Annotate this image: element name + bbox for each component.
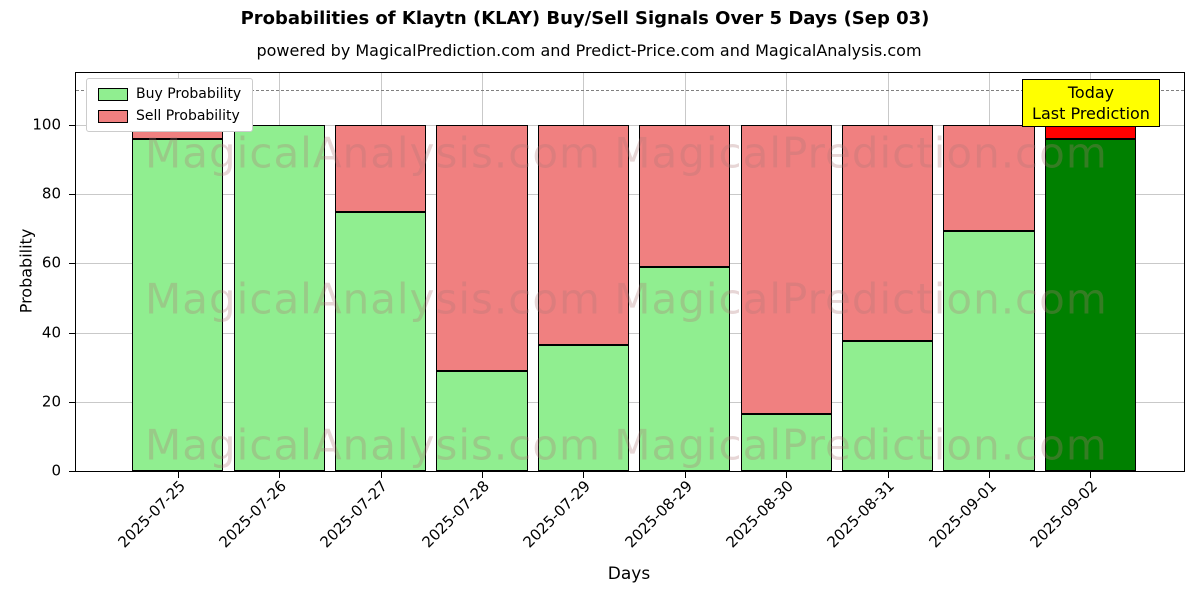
today-annotation: Today Last Prediction [1022, 79, 1160, 127]
dashed-guide-line [76, 90, 1184, 92]
legend-item-sell: Sell Probability [98, 108, 241, 124]
bar-buy-segment-today [1044, 138, 1137, 471]
y-gridline [76, 125, 1184, 126]
bar-sell-segment [436, 125, 528, 371]
today-annotation-line2: Last Prediction [1032, 104, 1150, 123]
bar-sell-segment [740, 125, 832, 414]
x-tick-label-text: 2025-07-29 [519, 477, 595, 552]
bar-buy-segment [639, 266, 731, 471]
x-tick-mark [279, 471, 281, 478]
x-tick-label-text: 2025-07-25 [114, 477, 189, 552]
y-gridline [76, 332, 1184, 334]
x-tick-mark [887, 471, 889, 478]
x-tick-mark [1090, 471, 1092, 478]
bar-buy-segment [740, 413, 832, 471]
x-tick-label-text: 2025-07-28 [418, 477, 493, 552]
watermark-text: MagicalAnalysis.com [145, 274, 601, 324]
x-tick-mark [786, 471, 788, 478]
x-axis-label: Days [607, 564, 651, 584]
today-annotation-line1: Today [1067, 83, 1115, 102]
bar-buy-segment [335, 211, 427, 471]
bar-sell-segment [537, 125, 630, 345]
bar-buy-segment [537, 344, 630, 471]
y-gridline [76, 401, 1184, 403]
y-tick-mark [69, 332, 76, 334]
legend-item-buy: Buy Probability [98, 86, 241, 102]
bar-sell-segment [335, 125, 427, 212]
x-tick-label-text: 2025-09-02 [1026, 477, 1102, 552]
x-tick-mark [684, 471, 686, 478]
x-tick-mark [989, 471, 991, 478]
x-tick-mark [177, 471, 179, 478]
y-tick-mark [69, 471, 76, 472]
legend: Buy Probability Sell Probability [86, 78, 254, 132]
bar-sell-segment [842, 125, 934, 342]
watermark-text: MagicalAnalysis.com [145, 128, 601, 178]
y-tick-mark [69, 194, 76, 196]
y-tick-mark [69, 401, 76, 403]
x-tick-label-text: 2025-07-27 [316, 477, 392, 552]
x-tick-label-text: 2025-07-26 [215, 477, 290, 552]
y-gridline [76, 194, 1184, 196]
legend-label-sell: Sell Probability [136, 108, 240, 124]
y-tick-label: 20 [41, 392, 61, 411]
bar-buy-segment [132, 138, 224, 471]
y-tick-mark [69, 263, 76, 265]
watermark-text: MagicalPrediction.com [614, 274, 1108, 324]
bar-sell-segment [639, 125, 731, 267]
y-tick-label: 40 [41, 323, 61, 342]
bar-sell-segment [943, 125, 1035, 231]
bar-buy-segment [233, 125, 325, 471]
sell-color-swatch [98, 109, 128, 123]
x-tick-label-text: 2025-09-01 [925, 477, 1000, 552]
watermark-text: MagicalPrediction.com [614, 128, 1108, 178]
x-tick-label-text: 2025-08-29 [621, 477, 696, 552]
bar-buy-segment [943, 230, 1035, 471]
y-tick-label: 80 [41, 184, 61, 203]
legend-label-buy: Buy Probability [136, 86, 242, 102]
plot-area: Buy Probability Sell Probability Today L… [32, 72, 1185, 551]
buy-color-swatch [98, 87, 128, 101]
watermark-text: MagicalPrediction.com [614, 420, 1108, 470]
x-tick-mark [380, 471, 382, 478]
bar-buy-segment [842, 341, 934, 471]
chart-subtitle: powered by MagicalPrediction.com and Pre… [256, 41, 922, 60]
y-tick-label: 100 [32, 115, 61, 134]
y-tick-label: 0 [51, 461, 61, 480]
watermark-text: MagicalAnalysis.com [145, 420, 601, 470]
x-tick-mark [583, 471, 585, 478]
y-tick-mark [69, 125, 76, 126]
y-tick-label: 60 [41, 254, 61, 273]
y-gridline [76, 263, 1184, 265]
x-tick-label-text: 2025-08-30 [722, 477, 797, 552]
bar-buy-segment [436, 370, 528, 471]
chart-title: Probabilities of Klaytn (KLAY) Buy/Sell … [240, 8, 930, 29]
x-tick-label-text: 2025-08-31 [823, 477, 899, 552]
x-tick-mark [482, 471, 484, 478]
